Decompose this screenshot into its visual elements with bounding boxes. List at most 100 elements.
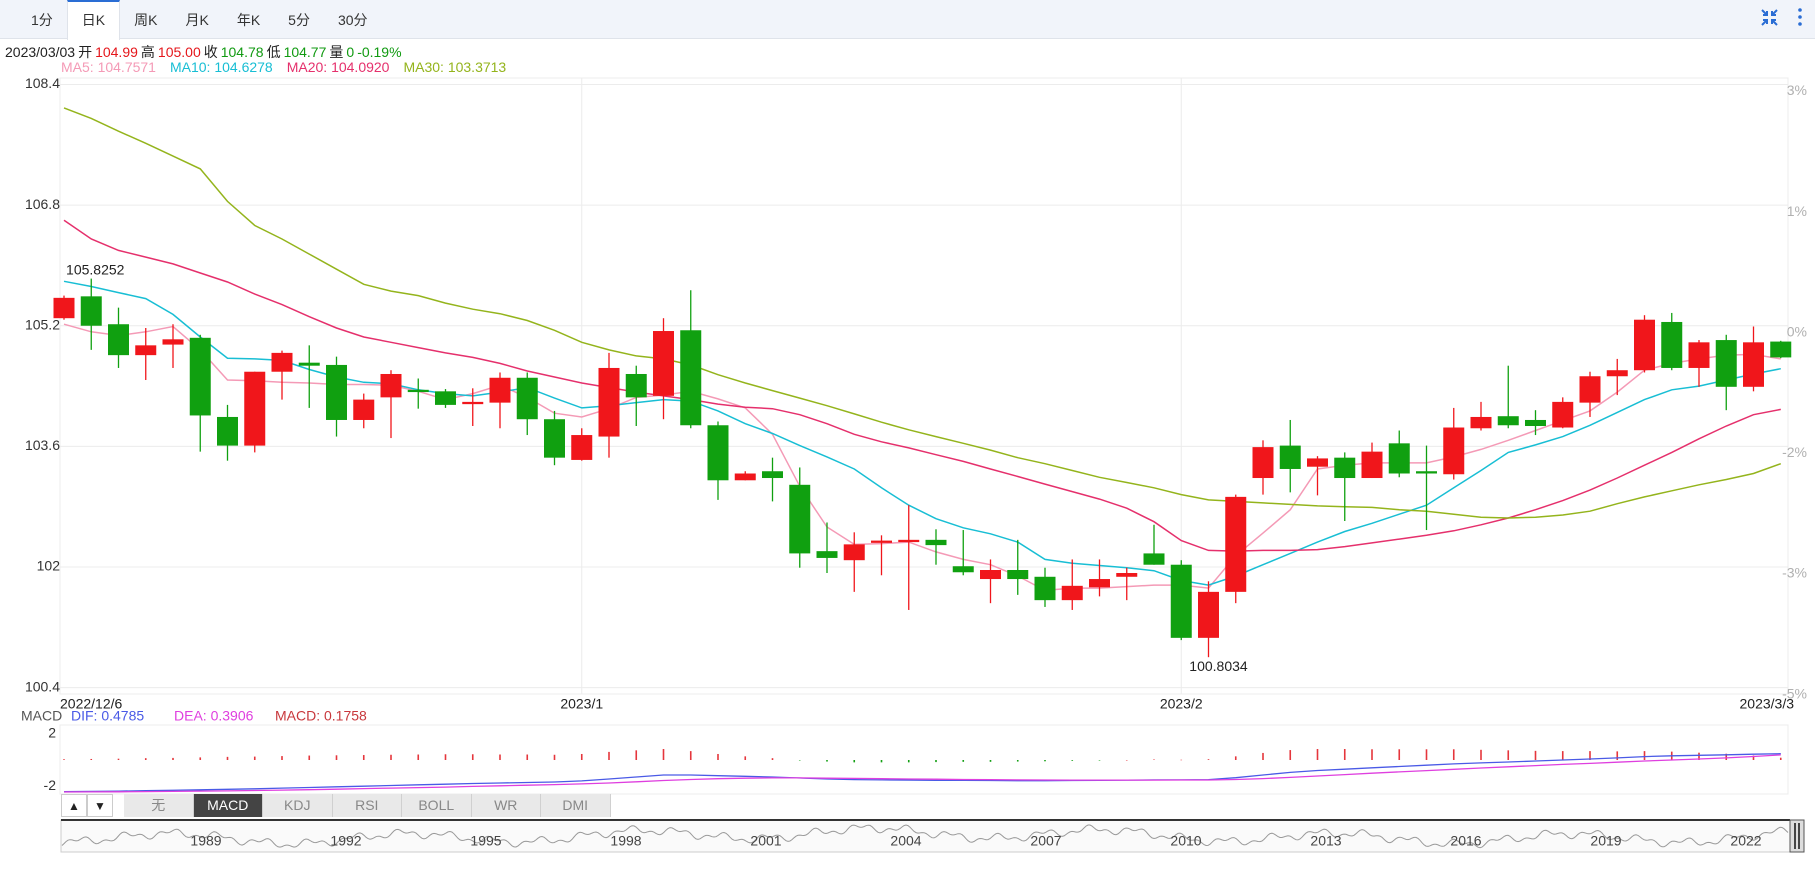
macd-bar <box>880 760 883 763</box>
collapse-icon[interactable] <box>1761 9 1778 26</box>
label: 开 <box>78 44 93 60</box>
macd-bar <box>1561 751 1564 760</box>
period-tab[interactable]: 30分 <box>337 12 368 28</box>
candle-body <box>707 425 729 481</box>
macd-bar <box>798 760 801 761</box>
menu-icon[interactable] <box>1798 8 1802 26</box>
candle-body <box>544 419 565 458</box>
macd-bar <box>281 756 283 760</box>
scroll-button[interactable]: ▲ <box>61 794 87 817</box>
x-tick-label: 2023/3/3 <box>1740 696 1795 712</box>
candle-body <box>189 337 211 416</box>
macd-bar <box>853 760 856 763</box>
indicator-tab[interactable]: BOLL <box>402 794 472 817</box>
macd-bar <box>1480 749 1482 760</box>
low: 104.77 <box>283 44 327 60</box>
macd-bar <box>580 753 583 760</box>
plot-frame <box>59 77 1789 695</box>
legend-entry: DEA: 0.3906 <box>174 708 254 724</box>
macd-bar <box>1698 752 1700 760</box>
indicator-tab[interactable]: DMI <box>541 794 611 817</box>
y-tick-label: 108.4 <box>25 75 60 91</box>
candle-body <box>734 473 756 481</box>
macd-bar <box>226 756 229 760</box>
indicator-tab[interactable]: RSI <box>332 794 402 817</box>
macd-line <box>63 754 1781 793</box>
period-tab[interactable]: 年K <box>236 12 261 28</box>
macd-bar <box>662 749 665 760</box>
y-tick-label: -2 <box>44 777 57 793</box>
indicator-tab[interactable]: MACD <box>193 794 263 817</box>
navigator-year: 2007 <box>1030 833 1061 849</box>
period-tab[interactable]: 日K <box>66 0 121 40</box>
macd-bar <box>1725 753 1728 760</box>
candle-body <box>108 324 129 356</box>
dot <box>1798 8 1802 12</box>
navigator-year: 1995 <box>470 833 501 849</box>
candle-body <box>598 367 620 437</box>
scroll-button[interactable]: ▼ <box>87 794 113 817</box>
navigator-year: 2010 <box>1170 833 1201 849</box>
icon-part <box>1761 9 1768 16</box>
macd-bar <box>526 754 529 760</box>
period-tab[interactable]: 5分 <box>288 12 310 28</box>
macd-bar <box>335 755 338 760</box>
period-tab[interactable]: 周K <box>134 12 158 28</box>
macd-bar <box>1044 760 1046 762</box>
x-tick-label: 2022/12/6 <box>60 696 122 712</box>
candle-body <box>1661 321 1683 368</box>
period-tab[interactable]: 月K <box>185 12 209 28</box>
y-tick-label: 2 <box>48 725 56 741</box>
ma-line <box>63 219 1781 552</box>
min-annotation: 100.8034 <box>1189 658 1248 674</box>
candle-body <box>1307 458 1328 467</box>
candle-body <box>925 539 947 546</box>
navigator-line <box>61 824 1789 849</box>
macd-bar <box>717 753 719 760</box>
candle-body <box>435 391 456 405</box>
indicator-tab[interactable]: WR <box>471 794 541 817</box>
navigator-handle[interactable] <box>1789 819 1805 853</box>
macd-bar <box>499 754 501 760</box>
candle-body <box>1225 496 1247 592</box>
candle-body <box>407 389 429 393</box>
candle-body <box>1334 457 1356 479</box>
macd-bar <box>1589 751 1591 760</box>
candle-body <box>1770 341 1792 358</box>
candle-body <box>1743 342 1764 387</box>
macd-bar <box>362 755 365 760</box>
macd-bar <box>1316 749 1319 760</box>
macd-bar <box>144 758 147 760</box>
legend-entry: MACD: 0.1758 <box>275 708 367 724</box>
candle-body <box>1688 342 1710 368</box>
volume: 0 <box>346 44 355 60</box>
legend-entry: MA30: 103.3713 <box>403 59 506 75</box>
indicator-tab[interactable]: 无 <box>124 794 194 817</box>
candle-body <box>762 471 783 479</box>
candle-body <box>353 399 375 420</box>
legend-entry: MA20: 104.0920 <box>287 59 390 75</box>
candle-body <box>680 330 702 426</box>
navigator[interactable] <box>60 819 1791 853</box>
candle-body <box>53 297 75 319</box>
y2-tick-label: 1% <box>1787 203 1807 219</box>
navigator-year: 2016 <box>1450 833 1481 849</box>
candle-body <box>271 352 293 372</box>
y-tick-label: 106.8 <box>25 196 60 212</box>
legend: MA5: 104.7571 MA10: 104.6278 MA20: 104.092… <box>61 59 506 75</box>
macd-bar <box>1425 749 1428 760</box>
y-tick-label: 102 <box>37 558 61 574</box>
quote-line: 2023/03/03 开 104.99 高 105.00 收 104.78 低 104.77 量 0… <box>5 42 405 62</box>
candle-body <box>1170 564 1192 638</box>
indicator-tab[interactable]: KDJ <box>263 794 333 817</box>
period-tab[interactable]: 1分 <box>31 12 53 28</box>
legend-entry: DIF: 0.4785 <box>71 708 144 724</box>
macd-bar <box>1234 756 1237 760</box>
macd-line <box>63 753 1781 793</box>
navigator-year: 1989 <box>190 833 221 849</box>
navigator-year: 2001 <box>750 833 781 849</box>
candle-body <box>1634 319 1655 371</box>
candle-body <box>1198 591 1219 638</box>
macd-title: MACD <box>21 708 62 724</box>
y-tick-label: 100.4 <box>25 678 60 694</box>
